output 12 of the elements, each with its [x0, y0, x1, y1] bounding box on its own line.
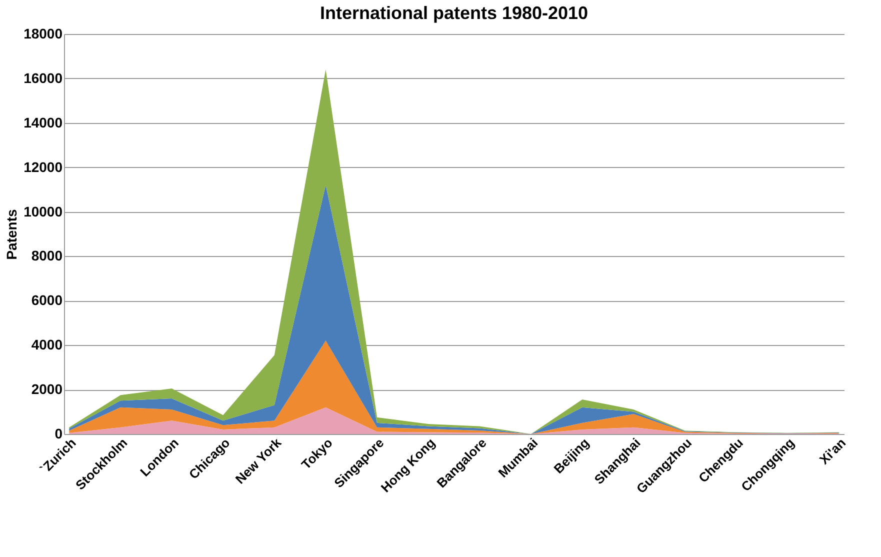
- y-tick-label: 16000: [24, 70, 63, 86]
- y-axis-title: Patents: [4, 209, 20, 260]
- chart-title: International patents 1980-2010: [320, 3, 588, 23]
- y-tick-label: 0: [54, 426, 63, 442]
- y-tick-label: 10000: [24, 203, 63, 220]
- y-tick-label: 8000: [31, 248, 63, 264]
- y-tick-label: 2000: [31, 381, 63, 398]
- y-tick-label: 12000: [24, 158, 63, 175]
- y-tick-label: 6000: [31, 292, 63, 308]
- y-tick-label: 4000: [31, 336, 63, 353]
- y-tick-label: 14000: [24, 114, 63, 130]
- y-tick-label: 18000: [24, 26, 63, 42]
